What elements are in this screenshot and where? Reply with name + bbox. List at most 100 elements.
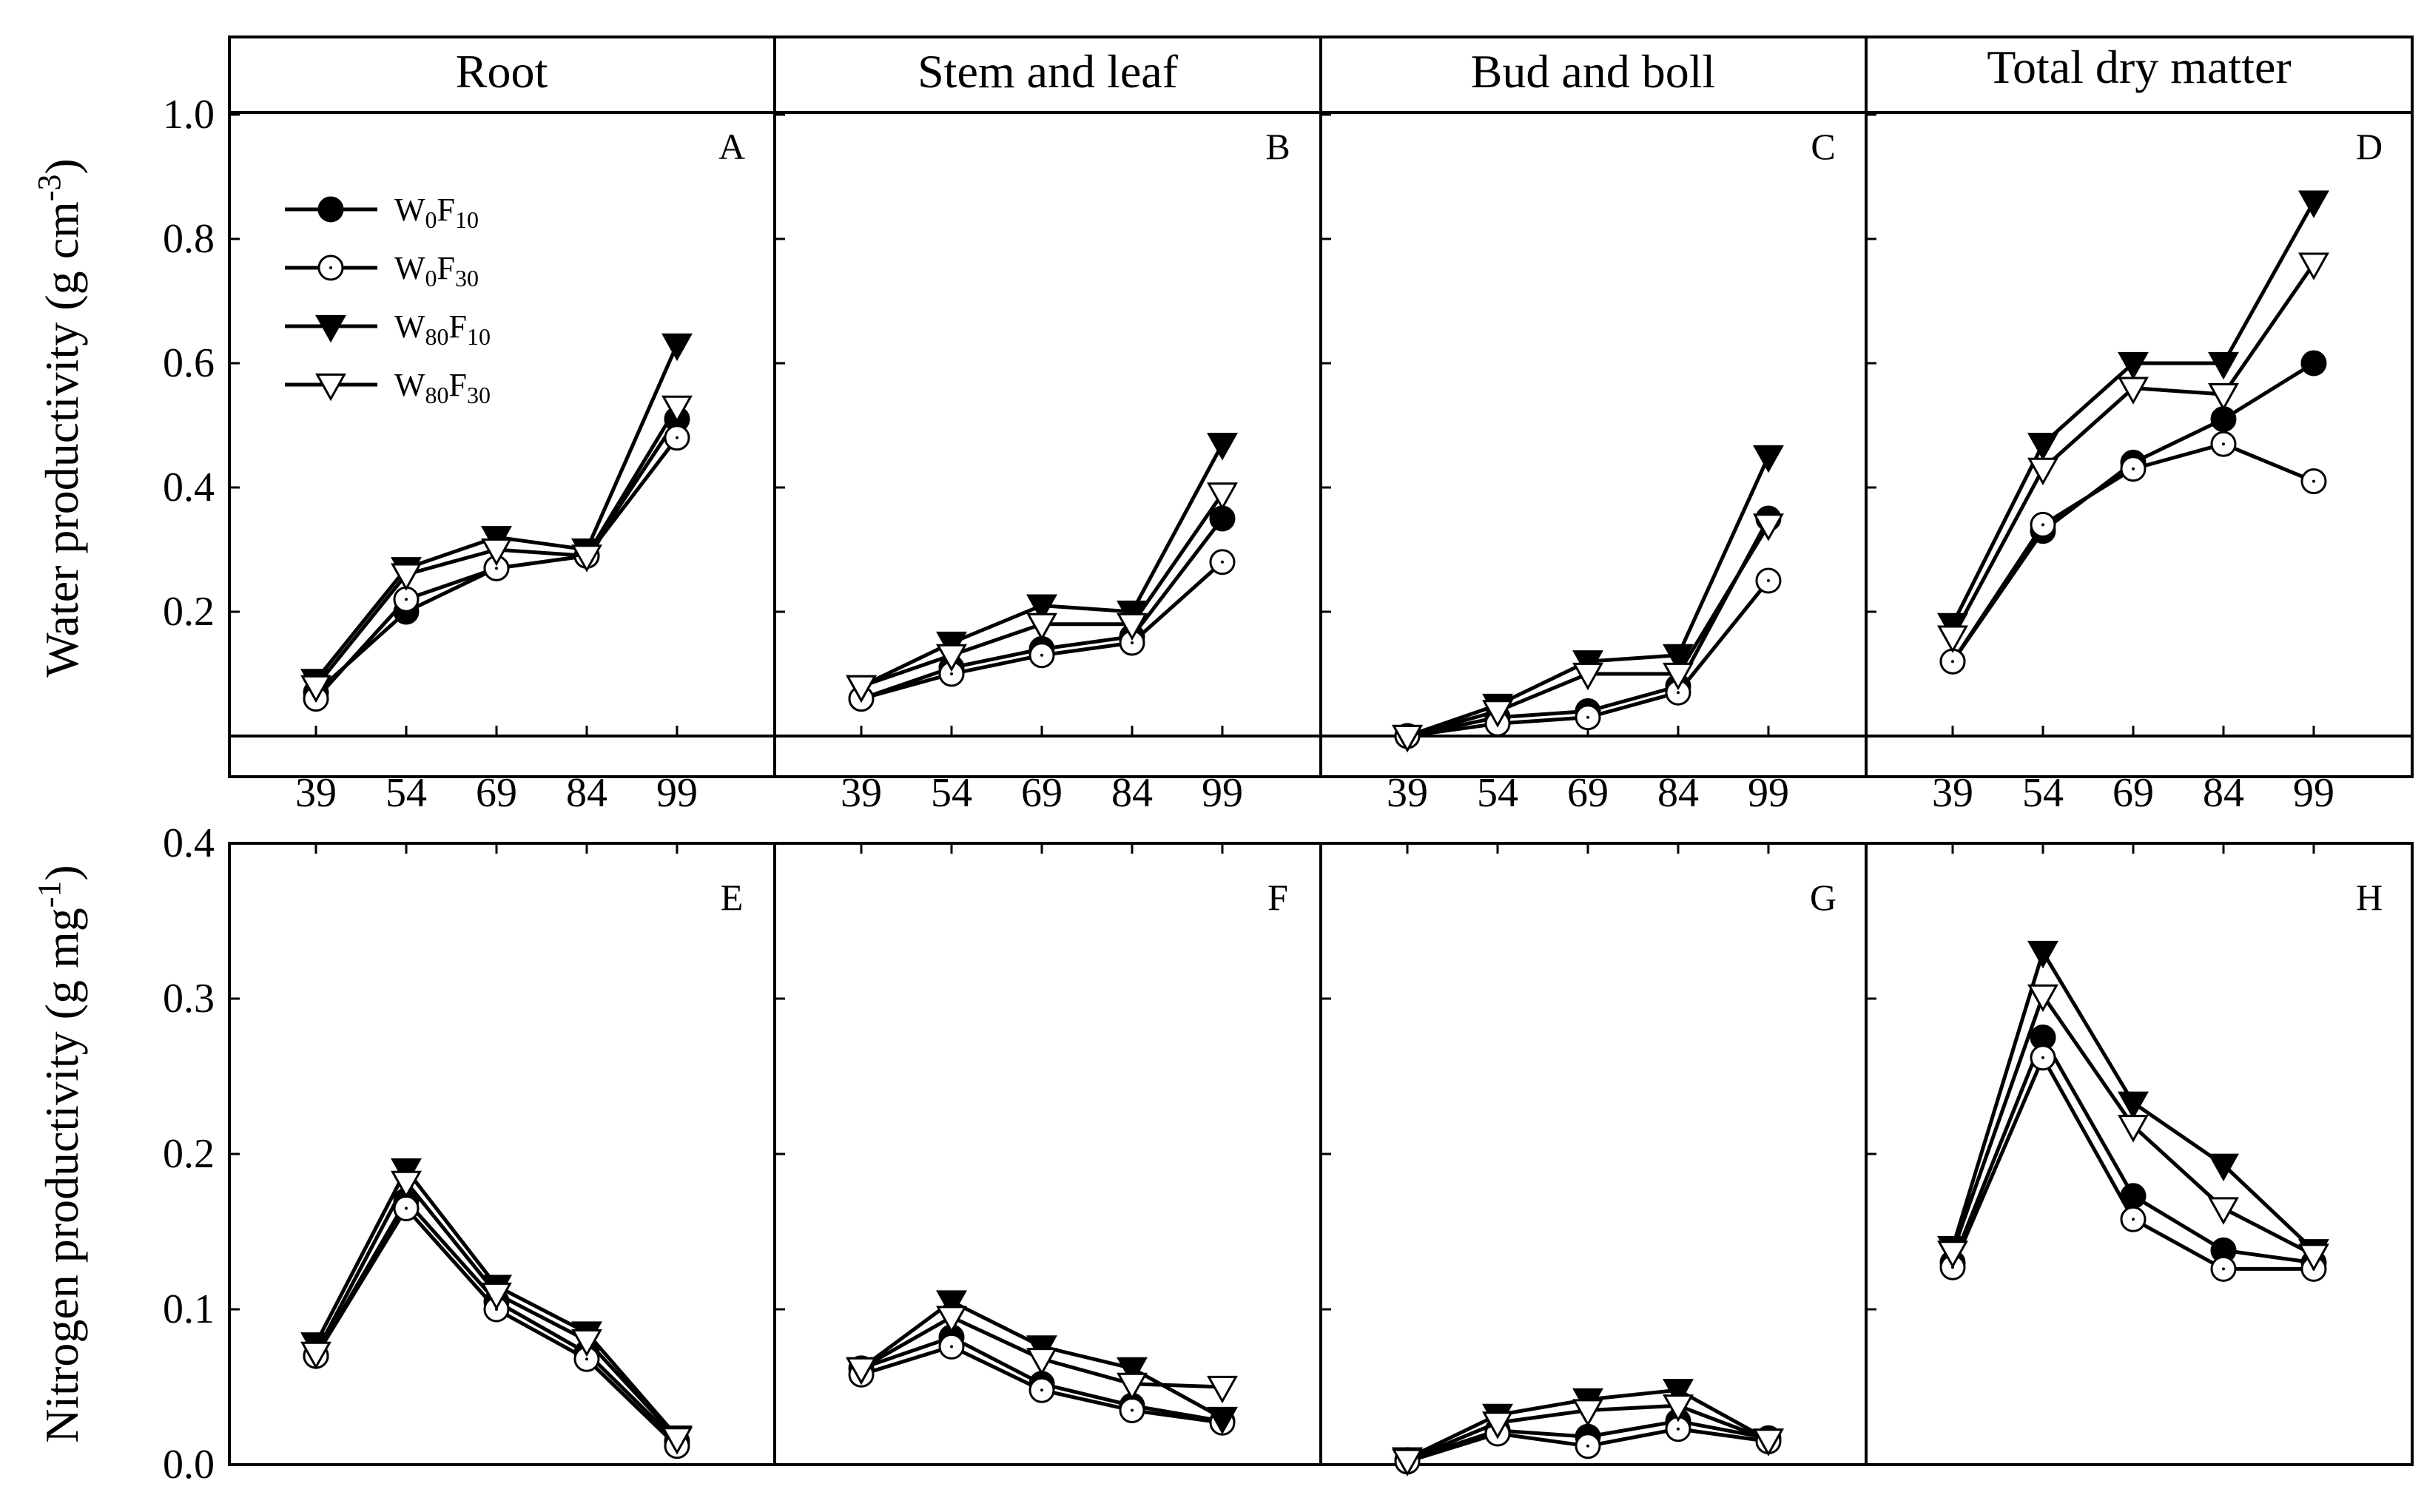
data-point-D-W0F30-54-dot bbox=[2041, 523, 2044, 527]
data-point-C-W0F30-69-dot bbox=[1586, 715, 1589, 719]
data-point-A-W0F30-54-dot bbox=[404, 598, 408, 601]
legend-label-w: W bbox=[394, 250, 425, 286]
data-point-C-W0F30-99 bbox=[1755, 567, 1782, 594]
data-point-G-W80F30-99 bbox=[1753, 1428, 1784, 1457]
data-point-H-W0F30-84 bbox=[2210, 1255, 2237, 1282]
legend-label-f: F bbox=[449, 308, 467, 345]
data-point-C-W80F30-84 bbox=[1663, 662, 1694, 691]
legend-label-w: W bbox=[394, 192, 425, 228]
y-axis-title-top-base: Water productivity (g cm bbox=[36, 201, 88, 678]
panel-letter-H: H bbox=[2356, 877, 2383, 918]
data-point-B-W80F10-99 bbox=[1207, 433, 1238, 461]
x-tick-label: 54 bbox=[931, 770, 972, 816]
data-point-B-W80F30-84 bbox=[1117, 612, 1148, 641]
legend-marker bbox=[315, 314, 346, 343]
data-point-E-W0F30-84-dot bbox=[585, 1357, 588, 1361]
data-point-A-W80F30-54 bbox=[391, 563, 422, 591]
data-point-G-W0F30-84-dot bbox=[1676, 1427, 1680, 1431]
series-line-C-W80F10 bbox=[1407, 455, 1771, 738]
data-point-C-W80F30-99 bbox=[1753, 513, 1784, 541]
data-point-D-W0F10-99 bbox=[2300, 350, 2327, 377]
x-tick-label: 69 bbox=[1567, 770, 1609, 816]
series-line-E-W0F30 bbox=[314, 1205, 679, 1448]
data-point-F-W0F30-69 bbox=[1028, 1377, 1055, 1403]
data-point-C-W80F30-69 bbox=[1572, 662, 1603, 691]
data-point-H-W80F10-54 bbox=[2027, 940, 2058, 969]
x-tick-label: 69 bbox=[476, 770, 517, 816]
data-point-G-W80F30-69 bbox=[1572, 1399, 1603, 1427]
legend-label: W0F10 bbox=[394, 192, 479, 233]
legend-label-sub1: 0 bbox=[425, 206, 437, 233]
legend-entry: W80F10 bbox=[285, 308, 491, 350]
data-point-F-W80F10-54 bbox=[936, 1290, 967, 1318]
data-point-D-W0F30-99 bbox=[2300, 468, 2327, 495]
data-point-F-W80F30-84 bbox=[1117, 1372, 1148, 1401]
data-point-B-W80F30-99 bbox=[1207, 482, 1238, 510]
data-point-A-W80F10-99 bbox=[661, 333, 693, 362]
data-point-B-W0F30-69 bbox=[1028, 642, 1055, 669]
panel-letter-E: E bbox=[721, 877, 744, 918]
data-point-H-W80F10-84 bbox=[2208, 1153, 2239, 1181]
data-point-D-W0F30-69-dot bbox=[2131, 467, 2135, 470]
x-tick-label: 84 bbox=[1657, 770, 1699, 816]
legend-label-sub2: 30 bbox=[467, 382, 491, 408]
strip-title-total-dry-matter: Total dry matter bbox=[1987, 41, 2291, 93]
data-point-F-W80F10-84 bbox=[1117, 1357, 1148, 1386]
y-tick-label: 0.2 bbox=[163, 589, 215, 635]
data-point-H-W0F30-69-dot bbox=[2131, 1218, 2135, 1221]
panel-letter-C: C bbox=[1811, 126, 1835, 167]
legend-entry: W80F30 bbox=[285, 367, 491, 408]
series-line-H-W0F30 bbox=[1950, 1053, 2314, 1271]
legend-entry: W0F30 bbox=[285, 250, 479, 291]
data-point-C-W80F10-99 bbox=[1753, 445, 1784, 473]
legend-label-sub2: 10 bbox=[455, 206, 479, 233]
y-axis-title-top-sup: -3 bbox=[31, 175, 67, 202]
data-point-C-W80F10-84 bbox=[1663, 644, 1694, 672]
data-point-E-W80F30-39 bbox=[300, 1341, 331, 1370]
data-point-F-W80F30-54 bbox=[936, 1306, 967, 1334]
data-point-F-W0F30-54 bbox=[938, 1333, 965, 1360]
data-point-G-W80F30-39 bbox=[1392, 1448, 1423, 1476]
data-point-B-W80F30-69 bbox=[1026, 612, 1057, 641]
y-tick-label: 0.1 bbox=[163, 1286, 215, 1332]
data-point-A-W0F30-99-dot bbox=[675, 436, 679, 439]
x-tick-label: 54 bbox=[2022, 770, 2064, 816]
data-point-B-W0F10-99 bbox=[1209, 505, 1236, 532]
data-point-B-W0F30-99 bbox=[1209, 549, 1236, 576]
data-point-H-W80F30-54 bbox=[2027, 984, 2058, 1013]
legend-label-w: W bbox=[394, 367, 425, 403]
x-tick-label: 84 bbox=[2203, 770, 2244, 816]
x-tick-label: 69 bbox=[1021, 770, 1063, 816]
data-point-D-W0F30-69 bbox=[2120, 456, 2147, 482]
panel-letter-A: A bbox=[718, 126, 745, 167]
y-tick-label: 0.4 bbox=[163, 820, 215, 866]
data-point-F-W80F10-99 bbox=[1207, 1406, 1238, 1435]
data-point-A-W0F30-69-dot bbox=[494, 567, 498, 570]
data-point-A-W0F30-99 bbox=[664, 425, 690, 451]
y-tick-label: 0.0 bbox=[163, 1442, 215, 1488]
data-point-C-W0F30-84-dot bbox=[1676, 691, 1680, 695]
data-point-D-W0F30-39 bbox=[1939, 648, 1966, 675]
data-point-A-W0F30-54 bbox=[393, 586, 420, 612]
data-point-B-W0F30-99-dot bbox=[1220, 560, 1224, 564]
y-axis-title-top: Water productivity (g cm-3) bbox=[31, 158, 88, 678]
data-point-C-W0F30-69 bbox=[1575, 704, 1601, 731]
data-point-F-W0F30-84-dot bbox=[1130, 1408, 1134, 1412]
data-point-C-W0F30-99-dot bbox=[1766, 579, 1770, 582]
y-axis-title-top-close: ) bbox=[36, 158, 88, 174]
y-axis-title-bottom-sup: -1 bbox=[31, 881, 67, 908]
data-point-G-W80F30-84 bbox=[1663, 1394, 1694, 1422]
data-point-B-W0F30-54-dot bbox=[949, 672, 953, 675]
data-point-F-W0F30-54-dot bbox=[949, 1345, 953, 1349]
data-marks: A B C D E F G H bbox=[300, 126, 2383, 1476]
data-point-D-W80F10-69 bbox=[2118, 351, 2149, 380]
legend-marker bbox=[315, 373, 346, 402]
x-tick-label: 84 bbox=[1111, 770, 1153, 816]
data-point-D-W0F30-39-dot bbox=[1951, 660, 1954, 664]
x-tick-label: 39 bbox=[1387, 770, 1428, 816]
data-point-E-W0F30-54-dot bbox=[404, 1206, 408, 1210]
series-line-A-W80F10 bbox=[314, 343, 679, 681]
figure-frames bbox=[228, 36, 2414, 1466]
data-point-G-W0F30-69 bbox=[1575, 1433, 1601, 1459]
